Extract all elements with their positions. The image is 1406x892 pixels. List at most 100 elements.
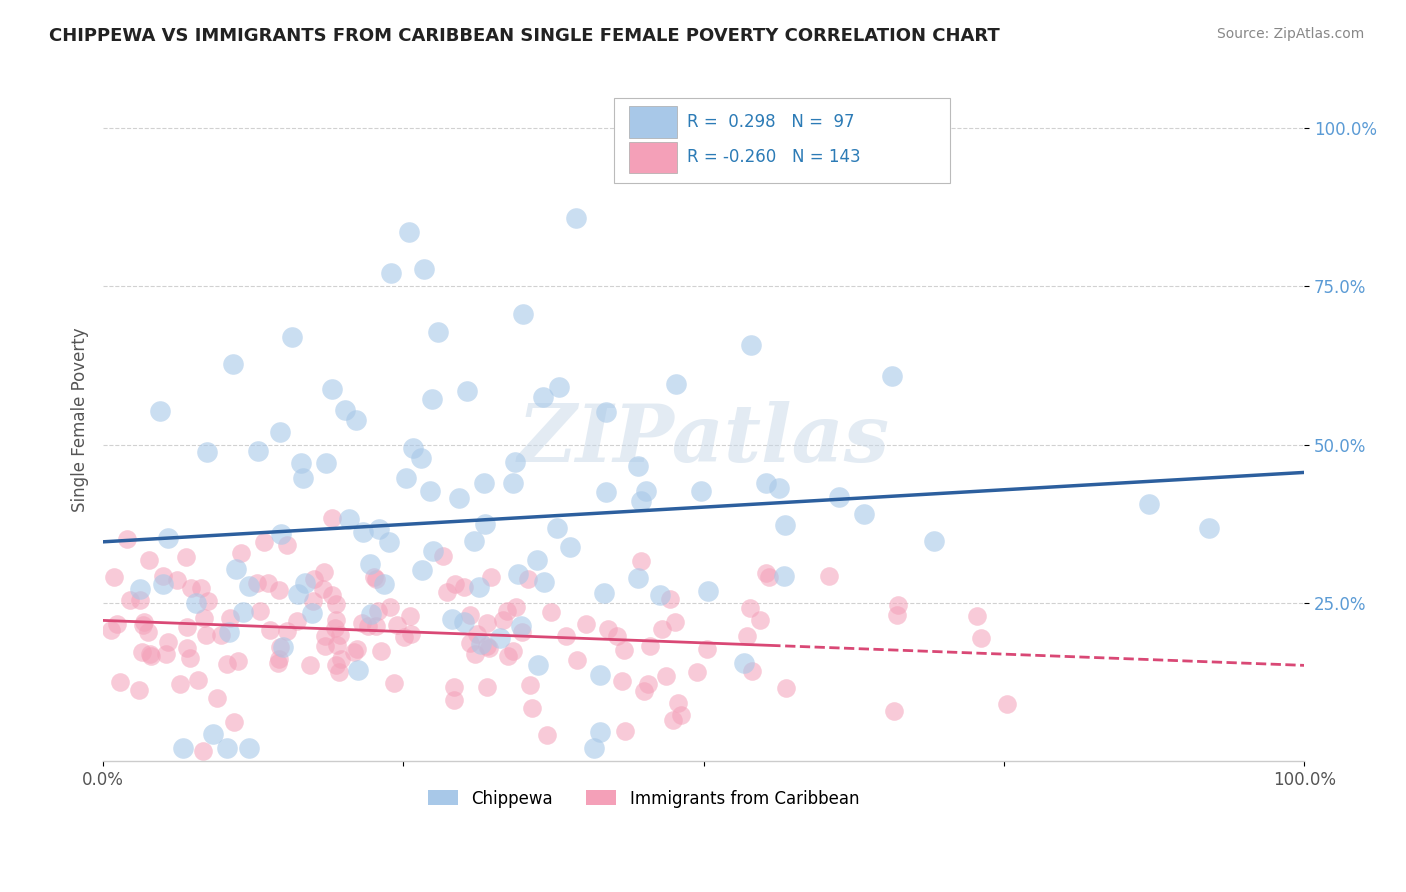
Point xyxy=(575,616,598,631)
Point xyxy=(378,535,401,549)
Point xyxy=(269,582,291,597)
Point xyxy=(152,576,174,591)
Point xyxy=(658,592,681,607)
Point xyxy=(526,553,548,567)
Point xyxy=(630,554,652,568)
Point xyxy=(502,644,524,658)
Point xyxy=(384,676,406,690)
Point xyxy=(472,476,495,491)
Point xyxy=(496,649,519,664)
Point xyxy=(217,657,239,671)
Point xyxy=(252,534,274,549)
Point xyxy=(503,455,526,469)
Point xyxy=(458,635,481,649)
Point xyxy=(346,641,368,656)
Point xyxy=(606,629,628,643)
Point xyxy=(231,546,253,560)
Point xyxy=(139,649,162,664)
Point xyxy=(522,700,544,714)
Point xyxy=(755,476,778,491)
Point xyxy=(218,625,240,640)
Point xyxy=(690,483,713,498)
Point xyxy=(531,390,554,404)
Point xyxy=(238,579,260,593)
Point xyxy=(540,605,562,619)
Point xyxy=(169,676,191,690)
Point xyxy=(638,639,661,653)
Point xyxy=(129,593,152,607)
Point xyxy=(222,357,245,371)
Text: R =  0.298   N =  97: R = 0.298 N = 97 xyxy=(688,113,855,131)
Point xyxy=(314,566,336,580)
Point xyxy=(465,626,488,640)
Point xyxy=(519,678,541,692)
Point xyxy=(344,412,367,426)
Point xyxy=(172,741,194,756)
Point xyxy=(432,549,454,563)
Point xyxy=(246,576,269,591)
Point xyxy=(103,570,125,584)
Point xyxy=(105,616,128,631)
Point xyxy=(441,612,464,626)
Point xyxy=(131,645,153,659)
Point xyxy=(995,698,1018,712)
Point xyxy=(478,641,501,656)
Point xyxy=(565,211,588,226)
Point xyxy=(589,725,612,739)
Point xyxy=(436,584,458,599)
Point xyxy=(238,741,260,756)
Point xyxy=(218,610,240,624)
Point xyxy=(259,623,281,637)
Point xyxy=(323,621,346,635)
Point xyxy=(270,527,292,541)
Point xyxy=(302,594,325,608)
Point xyxy=(443,693,465,707)
Point xyxy=(697,583,720,598)
Point xyxy=(443,680,465,694)
Point xyxy=(269,640,291,654)
Point xyxy=(477,615,499,630)
Point xyxy=(209,628,232,642)
Point xyxy=(152,569,174,583)
Point xyxy=(510,625,533,640)
Y-axis label: Single Female Poverty: Single Female Poverty xyxy=(72,327,89,512)
Point xyxy=(630,493,652,508)
Point xyxy=(176,549,198,564)
Point xyxy=(217,741,239,756)
Point xyxy=(420,392,443,407)
Point xyxy=(828,491,851,505)
Point xyxy=(966,608,988,623)
Point xyxy=(886,607,908,622)
Point xyxy=(193,611,215,625)
FancyBboxPatch shape xyxy=(613,98,950,184)
Point xyxy=(191,744,214,758)
Point xyxy=(773,518,796,533)
Point xyxy=(328,665,350,679)
Point xyxy=(314,629,336,643)
Point xyxy=(426,325,449,339)
Point xyxy=(134,615,156,629)
Point xyxy=(321,511,343,525)
FancyBboxPatch shape xyxy=(630,142,678,173)
Point xyxy=(360,607,382,621)
Point xyxy=(768,481,790,495)
Point xyxy=(291,471,314,485)
Point xyxy=(637,677,659,691)
Point xyxy=(598,623,620,637)
Point xyxy=(394,471,416,485)
Point xyxy=(380,267,402,281)
Point xyxy=(367,603,389,617)
Point xyxy=(453,615,475,629)
Point xyxy=(325,597,347,611)
Point xyxy=(479,570,502,584)
Point xyxy=(636,484,658,499)
Point xyxy=(502,475,524,490)
Point xyxy=(492,613,515,627)
Point xyxy=(456,384,478,398)
Point xyxy=(302,572,325,586)
Point xyxy=(398,608,420,623)
Point xyxy=(357,618,380,632)
Point xyxy=(387,618,409,632)
Point xyxy=(627,459,650,474)
Point xyxy=(110,674,132,689)
